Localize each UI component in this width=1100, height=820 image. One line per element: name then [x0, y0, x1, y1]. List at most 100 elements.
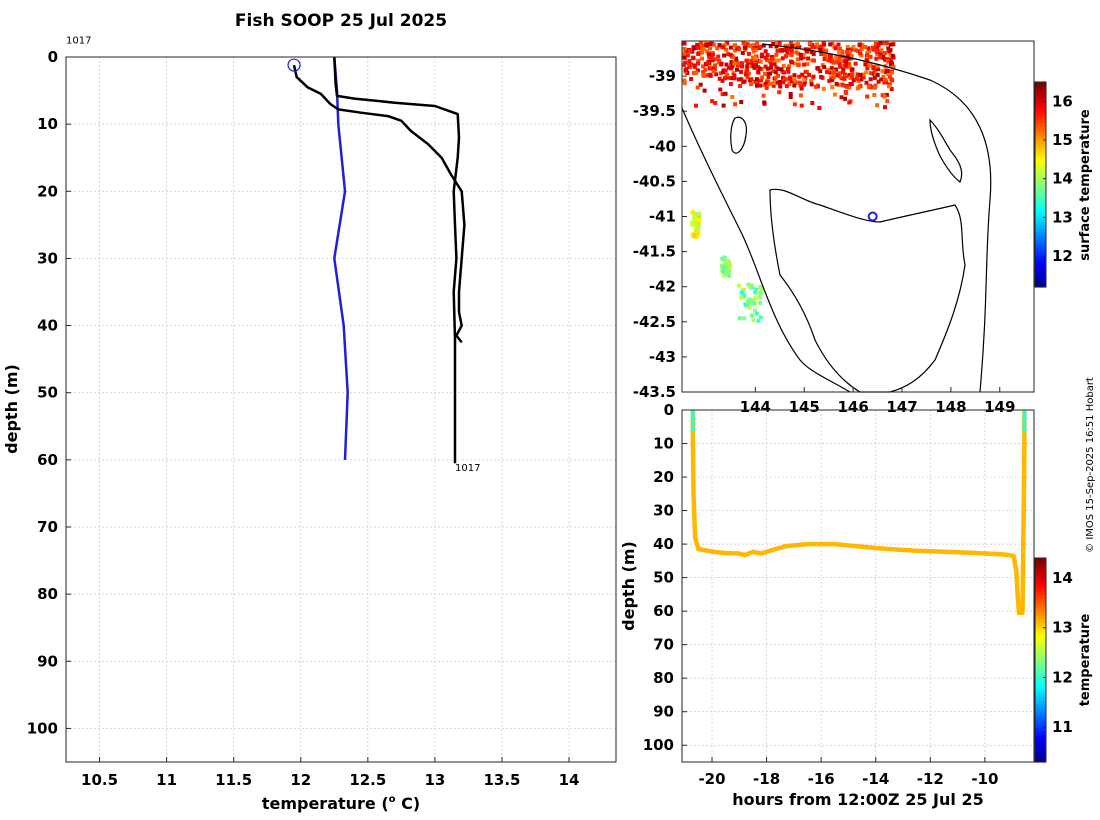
- sst-pixel: [725, 269, 730, 274]
- sst-pixel: [844, 91, 849, 95]
- sst-pixel: [832, 60, 837, 65]
- sst-pixel: [875, 73, 880, 77]
- x-tick-label: 11: [156, 771, 177, 789]
- sst-pixel: [725, 259, 730, 264]
- sst-pixel: [877, 55, 882, 60]
- sst-pixel: [815, 66, 820, 71]
- sst-pixel: [853, 61, 858, 66]
- sst-pixel: [864, 80, 869, 85]
- sst-pixel: [785, 51, 790, 56]
- sst-colorbar-segment: [1035, 167, 1046, 172]
- sst-pixel: [806, 56, 810, 61]
- sst-pixel: [850, 67, 855, 72]
- sst-pixel: [768, 81, 773, 86]
- map-y-tick-label: -43: [649, 348, 676, 366]
- sst-pixel: [853, 48, 858, 53]
- sst-colorbar-segment: [1035, 228, 1046, 233]
- sst-pixel: [682, 78, 687, 83]
- sst-pixel: [847, 49, 852, 54]
- sst-pixel: [754, 63, 758, 68]
- sst-pixel: [834, 55, 839, 60]
- map-y-tick-label: -41: [649, 208, 676, 226]
- temperature-colorbar-segment: [1035, 578, 1046, 583]
- temperature-colorbar-segment: [1035, 711, 1046, 715]
- sst-pixel: [884, 41, 889, 46]
- sst-pixel: [827, 78, 832, 83]
- sst-pixel: [724, 47, 729, 52]
- sst-pixel: [802, 82, 807, 87]
- sst-pixel: [836, 42, 841, 47]
- sst-pixel: [844, 59, 849, 64]
- sst-pixel: [812, 58, 816, 63]
- sst-pixel: [689, 62, 694, 67]
- temperature-colorbar-segment: [1035, 690, 1046, 695]
- sst-pixel: [735, 67, 739, 72]
- sst-pixel: [729, 66, 734, 71]
- sst-colorbar-segment: [1035, 232, 1046, 237]
- sst-pixel: [809, 82, 814, 87]
- sst-pixel: [682, 62, 686, 67]
- sst-colorbar-segment: [1035, 239, 1046, 244]
- sst-pixel: [730, 63, 735, 68]
- sst-pixel: [781, 64, 786, 68]
- surface-marker: [287, 58, 301, 72]
- sst-pixel: [758, 315, 763, 320]
- sst-pixel: [834, 67, 838, 72]
- sst-pixel: [716, 60, 721, 65]
- sst-pixel: [765, 66, 770, 71]
- sst-pixel: [760, 52, 765, 57]
- sst-pixel: [784, 84, 789, 89]
- map-y-tick-label: -40: [649, 137, 676, 155]
- sst-pixel: [841, 67, 846, 72]
- sst-pixel: [868, 54, 873, 59]
- sst-pixel: [865, 94, 870, 99]
- sst-pixel: [787, 64, 791, 69]
- sst-colorbar-segment: [1035, 215, 1046, 220]
- sst-pixel: [794, 45, 799, 50]
- sst-pixel: [732, 73, 737, 78]
- sst-pixel: [742, 79, 747, 84]
- sst-pixel: [719, 61, 724, 66]
- sst-pixel: [831, 71, 835, 75]
- sst-colorbar-segment: [1035, 266, 1046, 271]
- sst-pixel: [736, 283, 741, 288]
- sst-pixel: [692, 216, 696, 221]
- map-axes-frame: [681, 40, 1035, 393]
- sst-pixel: [696, 231, 701, 235]
- sst-pixel: [886, 72, 891, 77]
- sst-pixel: [764, 85, 769, 90]
- sst-pixel: [717, 43, 722, 47]
- sst-pixel: [790, 43, 795, 48]
- sst-pixel: [705, 42, 709, 47]
- sst-pixel: [742, 45, 747, 50]
- sst-pixel: [770, 69, 775, 73]
- sst-pixel: [807, 72, 811, 77]
- sst-pixel: [690, 222, 695, 227]
- section-y-tick-label: 100: [643, 736, 674, 754]
- sst-pixel: [739, 295, 744, 300]
- temperature-colorbar-segment: [1035, 660, 1046, 664]
- sst-pixel: [820, 48, 825, 53]
- sst-pixel: [720, 263, 724, 268]
- sst-pixel: [691, 46, 696, 51]
- sst-pixel: [739, 100, 744, 104]
- sst-colorbar-segment: [1035, 273, 1046, 278]
- sst-pixel: [789, 41, 794, 46]
- section-x-tick-label: -18: [753, 770, 780, 788]
- map-y-tick-label: -39.5: [633, 102, 676, 120]
- sst-pixel: [689, 77, 694, 81]
- sst-pixel: [683, 68, 688, 72]
- sst-pixel: [720, 78, 725, 83]
- sst-pixel: [695, 42, 700, 47]
- sst-pixel: [769, 65, 773, 70]
- sst-pixel: [834, 81, 839, 86]
- sst-pixel: [751, 46, 756, 51]
- temperature-colorbar-segment: [1035, 731, 1046, 736]
- sst-pixel: [724, 262, 729, 267]
- sst-colorbar-segment: [1035, 177, 1046, 182]
- sst-pixel: [830, 78, 835, 82]
- sst-pixel: [845, 84, 849, 89]
- sst-pixel: [849, 54, 854, 58]
- sst-colorbar-segment: [1035, 194, 1046, 199]
- y-tick-label: 60: [37, 451, 58, 469]
